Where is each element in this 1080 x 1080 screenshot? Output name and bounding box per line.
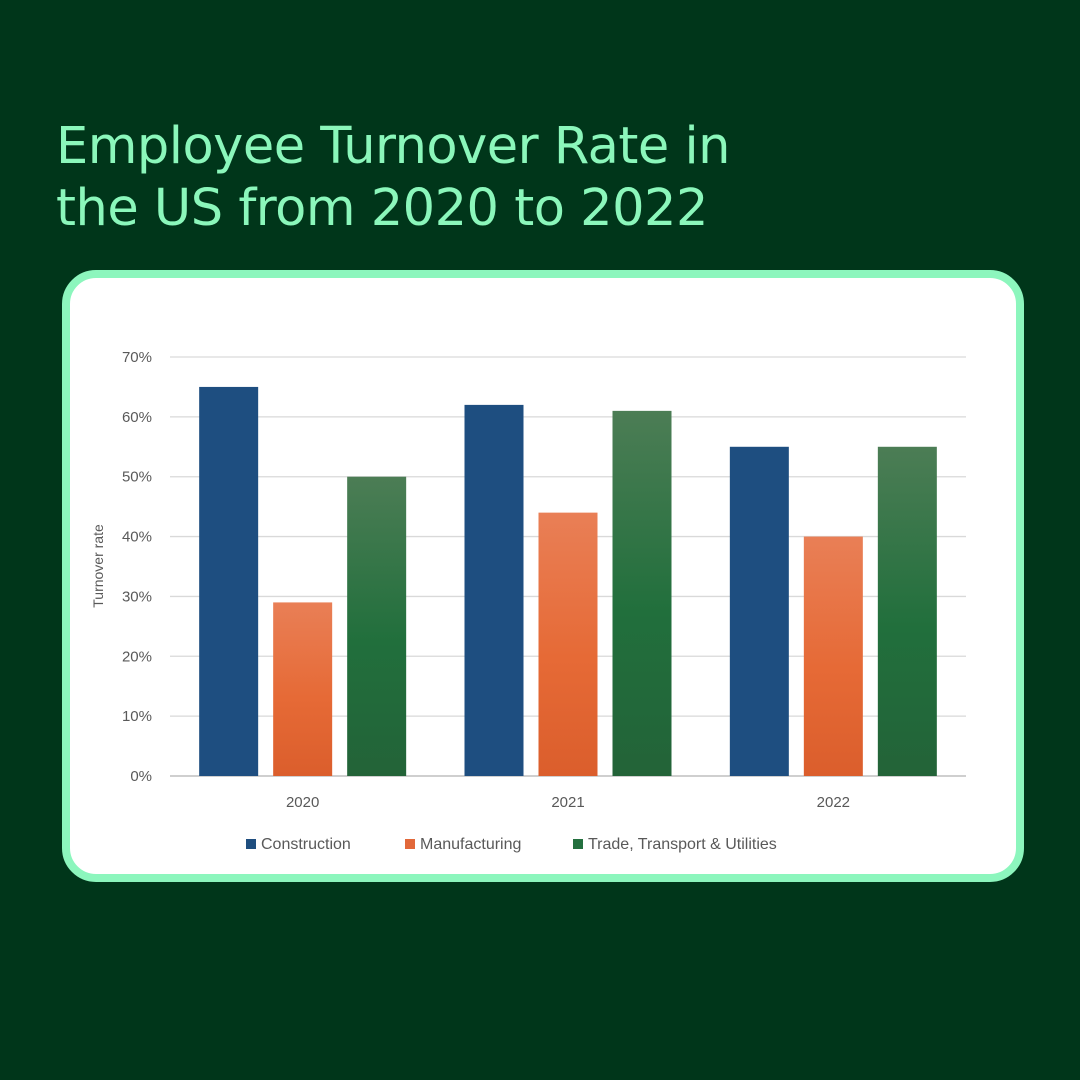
y-axis-title: Turnover rate [90,524,106,608]
bar-manufacturing-2022 [803,536,863,776]
legend-label: Trade, Transport & Utilities [588,836,777,853]
y-tick-label: 20% [122,648,152,665]
bar-manufacturing-2020 [273,602,333,776]
legend-label: Manufacturing [420,836,521,853]
x-tick-label: 2021 [551,794,584,811]
bar-trade-transport-utilities-2022 [877,446,937,776]
y-tick-label: 40% [122,529,152,546]
bar-trade-transport-utilities-2020 [347,476,407,776]
x-axis-labels: 2020 2021 2022 [286,794,850,811]
x-tick-label: 2020 [286,794,319,811]
title-line-2: the US from 2020 to 2022 [56,179,708,238]
bars [199,386,937,776]
y-axis-ticks: 0% 10% 20% 30% 40% 50% 60% 70% [122,349,152,785]
legend-label: Construction [261,836,351,853]
bar-construction-2021 [464,404,524,776]
legend-swatch [573,839,583,849]
y-tick-label: 70% [122,349,152,366]
y-tick-label: 10% [122,708,152,725]
bar-construction-2022 [729,446,789,776]
x-tick-label: 2022 [817,794,850,811]
legend-swatch [246,839,256,849]
page-title: Employee Turnover Rate in the US from 20… [56,116,956,240]
bar-manufacturing-2021 [538,512,598,776]
y-tick-label: 50% [122,469,152,486]
title-line-1: Employee Turnover Rate in [56,117,731,176]
legend-swatch [405,839,415,849]
y-tick-label: 0% [130,768,152,785]
legend: Construction Manufacturing Trade, Transpor… [246,836,777,853]
bar-trade-transport-utilities-2021 [612,410,672,776]
y-tick-label: 30% [122,588,152,605]
bar-construction-2020 [199,386,259,776]
y-tick-label: 60% [122,409,152,426]
